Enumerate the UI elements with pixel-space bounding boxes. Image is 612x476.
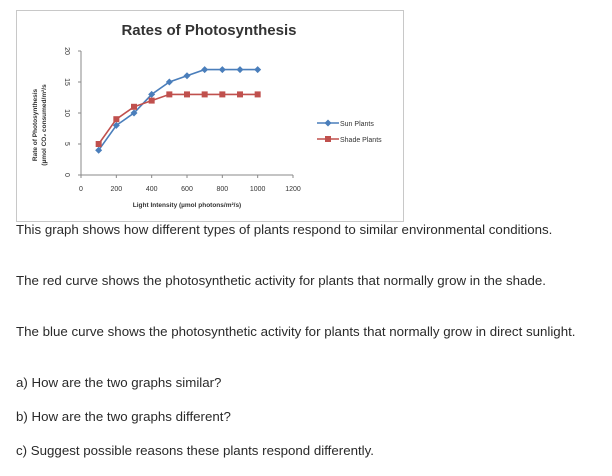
shade-plants-point (148, 97, 155, 104)
sun-plants-point (165, 78, 173, 86)
y-tick-label: 5 (63, 142, 70, 146)
shade-curve-paragraph: The red curve shows the photosynthetic a… (16, 273, 546, 288)
question-a: a) How are the two graphs similar? (16, 375, 222, 390)
shade-plants-point (219, 91, 226, 98)
sun-plants-point (148, 90, 156, 98)
sun-plants-point (95, 146, 103, 154)
sun-plants-legend-label: Sun Plants (340, 121, 374, 128)
shade-plants-point (166, 91, 173, 98)
x-tick-label: 600 (181, 186, 193, 193)
x-tick-label: 400 (146, 186, 158, 193)
shade-plants-point (95, 141, 102, 147)
y-tick-label: 10 (63, 109, 70, 117)
x-tick-label: 200 (110, 186, 122, 193)
shade-plants-point (237, 91, 243, 98)
x-tick-label: 0 (79, 186, 83, 193)
question-b: b) How are the two graphs different? (16, 409, 231, 424)
shade-plants-line (98, 93, 258, 145)
sun-plants-point (112, 121, 120, 129)
sun-plants-point (254, 66, 262, 74)
description-paragraph: This graph shows how different types of … (16, 222, 553, 237)
shade-plants-point (184, 91, 190, 98)
x-axis-label: Light Intensity (µmol photons/m²/s) (133, 202, 241, 209)
sun-plants-point (183, 72, 191, 80)
x-tick-label: 1200 (285, 186, 301, 193)
sun-plants-point (218, 66, 226, 74)
sun-plants-legend-marker (324, 119, 332, 127)
x-tick-label: 800 (216, 186, 228, 193)
y-tick-label: 15 (63, 78, 70, 86)
question-c: c) Suggest possible reasons these plants… (16, 443, 374, 458)
shade-plants-point (254, 91, 261, 98)
y-tick-label: 20 (63, 47, 70, 55)
chart-title: Rates of Photosynthesis (121, 22, 296, 39)
sun-plants-point (130, 109, 138, 117)
shade-plants-point (113, 116, 120, 123)
sun-plants-line (98, 68, 258, 151)
sun-plants-point (201, 66, 209, 74)
shade-plants-legend-label: Shade Plants (340, 137, 382, 144)
sun-plants-point (236, 66, 244, 74)
shade-plants-point (201, 91, 208, 98)
y-axis-label-line2: (µmol CO₂ consumed/m²/s (41, 84, 48, 166)
chart-container: Rates of Photosynthesis 0 5 10 15 20 0 200 400 60… (16, 10, 404, 222)
y-axis-label-line1: Rate of Photosynthesis (32, 88, 39, 161)
y-tick-label: 0 (63, 173, 70, 177)
x-tick-label: 1000 (250, 186, 266, 193)
shade-plants-legend-marker (325, 136, 331, 142)
shade-plants-point (131, 103, 137, 110)
sun-curve-paragraph: The blue curve shows the photosynthetic … (16, 324, 576, 339)
